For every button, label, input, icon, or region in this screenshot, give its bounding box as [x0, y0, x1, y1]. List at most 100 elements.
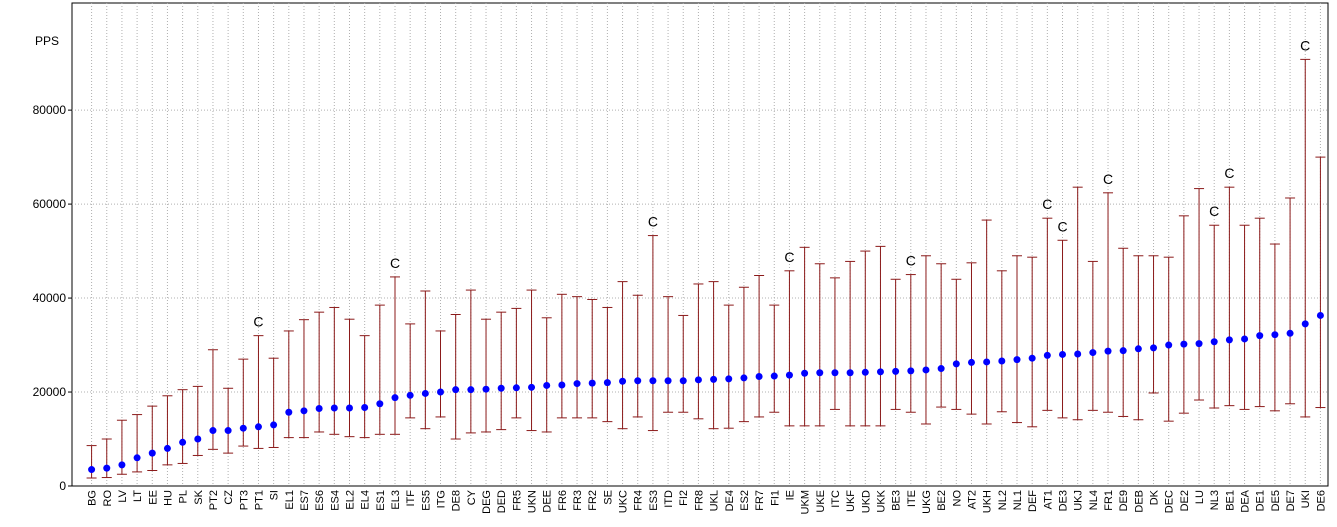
point: [1241, 335, 1249, 343]
point: [558, 381, 566, 389]
point: [254, 423, 262, 431]
point: [1150, 344, 1158, 352]
point: [922, 366, 930, 374]
annotation: C: [253, 314, 263, 330]
x-tick-label: CY: [466, 489, 478, 505]
x-tick-label: ITD: [663, 490, 675, 508]
x-tick-label: UKE: [815, 490, 827, 513]
x-tick-label: UKH: [982, 490, 994, 513]
point: [785, 371, 793, 379]
x-tick-label: UKC: [618, 490, 630, 513]
point: [452, 386, 460, 394]
x-tick-label: EE: [147, 490, 159, 505]
x-tick-label: EL3: [390, 490, 402, 510]
x-tick-label: UKK: [875, 489, 887, 512]
point: [907, 367, 915, 375]
point: [801, 369, 809, 377]
x-tick-label: DEG: [481, 490, 493, 514]
point: [467, 386, 475, 394]
point: [239, 424, 247, 432]
x-tick-label: NL1: [1012, 490, 1024, 510]
point: [345, 404, 353, 412]
point: [937, 365, 945, 373]
point: [194, 435, 202, 443]
point: [1225, 336, 1233, 344]
x-tick-label: ES4: [329, 490, 341, 511]
point: [983, 358, 991, 366]
point: [133, 454, 141, 462]
x-tick-label: DE9: [1118, 490, 1130, 511]
x-tick-label: ES5: [420, 490, 432, 511]
annotation: C: [906, 253, 916, 269]
point: [270, 421, 278, 429]
x-tick-label: FR2: [587, 490, 599, 511]
x-tick-label: IE: [784, 490, 796, 500]
x-tick-label: NL4: [1088, 490, 1100, 510]
point: [1028, 354, 1036, 362]
annotation: C: [784, 249, 794, 265]
point: [421, 389, 429, 397]
annotation: C: [1103, 171, 1113, 187]
x-tick-label: FI1: [769, 490, 781, 506]
x-tick-label: NL2: [997, 490, 1009, 510]
point: [664, 377, 672, 385]
x-tick-label: ES1: [375, 490, 387, 511]
x-tick-label: PT2: [208, 490, 220, 510]
x-tick-label: PT3: [238, 490, 250, 510]
point: [952, 360, 960, 368]
x-tick-label: ES6: [314, 490, 326, 511]
point: [619, 377, 627, 385]
point: [1210, 338, 1218, 346]
point: [603, 379, 611, 387]
x-tick-label: UKL: [709, 490, 721, 511]
x-tick-label: FR4: [633, 490, 645, 511]
point: [1043, 351, 1051, 359]
point: [1271, 331, 1279, 339]
x-tick-label: LU: [1194, 490, 1206, 504]
point: [755, 373, 763, 381]
point: [1195, 340, 1203, 348]
y-tick-label: 40000: [33, 291, 67, 305]
y-tick-label: 0: [59, 479, 66, 493]
point: [1119, 347, 1127, 355]
x-tick-label: DEE: [542, 490, 554, 513]
point: [482, 385, 490, 393]
x-tick-label: UKG: [921, 490, 933, 514]
x-tick-label: NO: [951, 490, 963, 507]
point: [497, 384, 505, 392]
x-tick-label: BE2: [936, 490, 948, 511]
x-tick-label: BG: [87, 490, 99, 506]
x-tick-label: AT2: [966, 490, 978, 509]
x-tick-label: DEA: [1240, 489, 1252, 512]
x-tick-label: EL2: [344, 490, 356, 510]
point: [376, 400, 384, 408]
x-tick-label: DEF: [1027, 490, 1039, 512]
x-tick-label: UKJ: [1073, 490, 1085, 511]
x-tick-label: PL: [178, 490, 190, 503]
x-tick-label: DE2: [1179, 490, 1191, 511]
point: [103, 464, 111, 472]
plot-area: [71, 2, 1329, 487]
x-tick-label: FR3: [572, 490, 584, 511]
point: [1165, 341, 1173, 349]
x-tick-label: FR1: [1103, 490, 1115, 511]
x-tick-label: DEC: [1164, 490, 1176, 513]
x-tick-label: UKD: [860, 490, 872, 513]
point: [649, 377, 657, 385]
x-tick-label: DEB: [1133, 490, 1145, 513]
annotation: C: [1300, 37, 1310, 53]
annotation: C: [390, 255, 400, 271]
x-tick-label: EL1: [284, 490, 296, 510]
point: [725, 375, 733, 383]
point: [816, 369, 824, 377]
x-tick-label: DK: [1149, 489, 1161, 505]
x-tick-label: FI2: [678, 490, 690, 506]
x-tick-label: AT1: [1042, 490, 1054, 509]
point: [330, 404, 338, 412]
point: [892, 367, 900, 375]
annotation: C: [1042, 196, 1052, 212]
point: [1301, 320, 1309, 328]
x-tick-label: UKF: [845, 490, 857, 512]
